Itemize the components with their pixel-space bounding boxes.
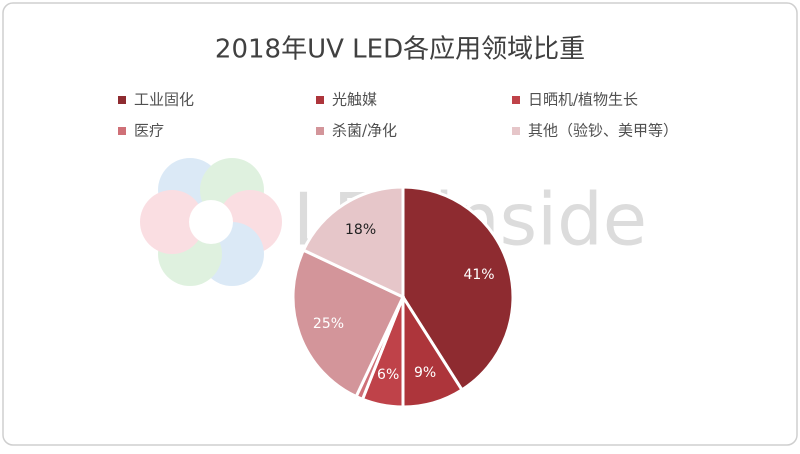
data-label: 18%	[345, 222, 376, 238]
data-label: 41%	[463, 267, 494, 283]
legend-swatch	[316, 96, 324, 104]
pie-slice	[291, 248, 405, 399]
legend-swatch	[118, 127, 126, 135]
legend-label: 日晒机/植物生长	[528, 91, 638, 109]
data-label: 25%	[313, 316, 344, 332]
legend-swatch	[512, 127, 520, 135]
data-label: 9%	[414, 365, 436, 381]
watermark-logo	[140, 158, 282, 286]
legend-label: 工业固化	[134, 91, 194, 109]
pie-slice	[301, 185, 405, 300]
legend-label: 其他（验钞、美甲等）	[528, 122, 678, 140]
data-label: 6%	[377, 367, 399, 383]
chart-title: 2018年UV LED各应用领域比重	[215, 35, 585, 65]
legend-label: 光触媒	[332, 91, 377, 109]
legend-swatch	[316, 127, 324, 135]
legend-label: 医疗	[134, 122, 164, 140]
legend-swatch	[118, 96, 126, 104]
legend-label: 杀菌/净化	[332, 122, 397, 140]
legend-swatch	[512, 96, 520, 104]
